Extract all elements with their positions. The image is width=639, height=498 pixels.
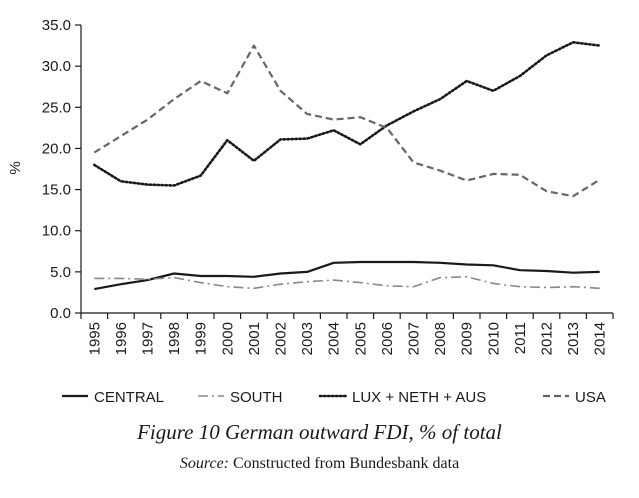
legend-label: LUX + NETH + AUS: [352, 389, 486, 406]
y-tick-label: 10.0: [42, 223, 71, 240]
figure-source: Source: Constructed from Bundesbank data: [0, 455, 639, 473]
series-line-0: [94, 260, 600, 291]
x-tick-label: 1995: [86, 322, 103, 355]
series-line-3: [93, 44, 601, 198]
x-axis: 1995 1996 1997 1998 1999 2000 2001 2002 2003 2004…: [80, 312, 614, 355]
legend-label: USA: [575, 389, 606, 406]
chart: 0.05.010.015.020.025.030.035.0 1995 1996 1…: [7, 17, 614, 406]
series-line-2: [93, 40, 602, 187]
y-tick-label: 5.0: [50, 264, 71, 281]
y-tick-label: 35.0: [42, 17, 71, 34]
x-tick-label: 2010: [485, 322, 502, 355]
series-line-1: [94, 275, 600, 290]
x-tick-label: 1996: [113, 322, 130, 355]
y-axis: 0.0 5.0 10.0 15.0 20.0 25.0 30.0 35.0: [42, 17, 82, 322]
x-tick-label: 2013: [565, 322, 582, 355]
source-label: Source:: [179, 455, 229, 472]
x-tick-label: 2005: [352, 322, 369, 355]
legend-label: CENTRAL: [94, 389, 164, 406]
x-tick-label: 2001: [246, 322, 263, 355]
x-tick-label: 2008: [432, 322, 449, 355]
y-tick-label: 0.0: [50, 305, 71, 322]
x-tick-label: 2000: [219, 322, 236, 355]
x-tick-label: 2004: [326, 322, 343, 355]
x-tick-label: 2002: [273, 322, 290, 355]
y-tick-label: 15.0: [42, 182, 71, 199]
x-tick-label: 2011: [512, 322, 529, 354]
x-tick-label: 2009: [459, 322, 476, 355]
legend-label: SOUTH: [230, 389, 283, 406]
y-tick-label: 20.0: [42, 140, 71, 157]
x-tick-label: 2006: [379, 322, 396, 355]
source-text: Constructed from Bundesbank data: [229, 455, 460, 472]
legend: CENTRAL SOUTH LUX + NETH + AUS USA: [62, 389, 606, 406]
y-axis-label: %: [7, 161, 24, 174]
x-tick-label: 1999: [193, 322, 210, 355]
x-tick-label: 2007: [406, 322, 423, 355]
y-tick-label: 30.0: [42, 58, 71, 75]
x-tick-label: 2003: [299, 322, 316, 355]
x-tick-label: 1998: [166, 322, 183, 355]
x-tick-label: 2012: [539, 322, 556, 355]
figure-title: Figure 10 German outward FDI, % of total: [137, 420, 502, 444]
series-lines: [93, 40, 602, 291]
y-tick-label: 25.0: [42, 99, 71, 116]
x-tick-label: 1997: [140, 322, 157, 355]
x-tick-label: 2014: [592, 322, 609, 355]
